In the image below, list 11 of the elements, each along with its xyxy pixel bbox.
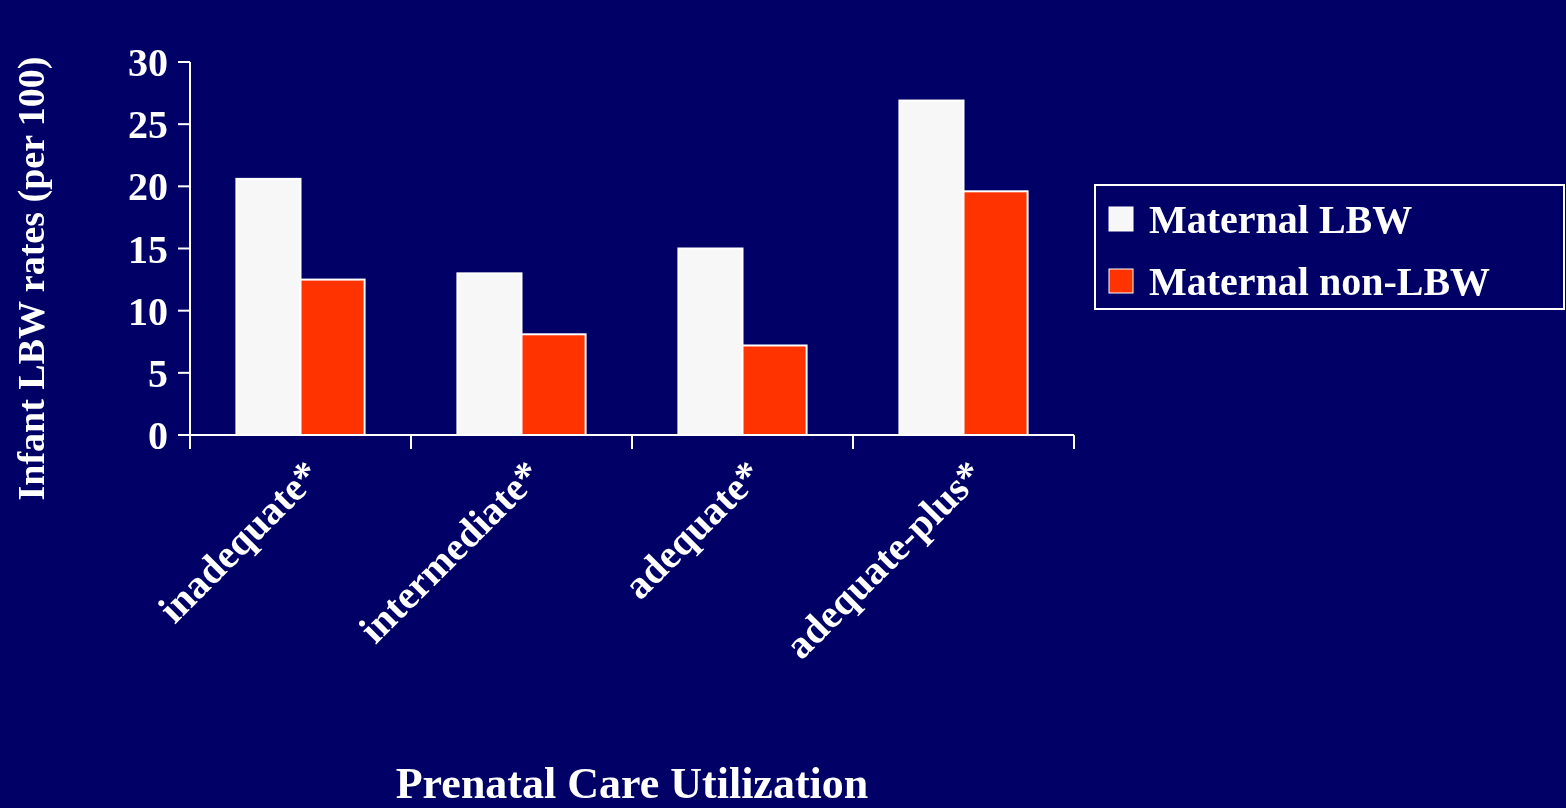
legend-label: Maternal LBW bbox=[1149, 197, 1413, 242]
y-tick-label: 20 bbox=[128, 164, 168, 210]
y-axis-title: Infant LBW rates (per 100) bbox=[10, 56, 53, 501]
y-tick-label: 10 bbox=[128, 288, 168, 334]
y-tick-label: 0 bbox=[148, 413, 168, 458]
legend-label: Maternal non-LBW bbox=[1149, 259, 1491, 304]
x-axis-title: Prenatal Care Utilization bbox=[395, 759, 869, 808]
y-tick-label: 30 bbox=[128, 40, 168, 85]
y-tick-label: 25 bbox=[128, 102, 168, 148]
y-tick-label: 5 bbox=[148, 350, 168, 396]
y-tick-label: 15 bbox=[128, 226, 168, 272]
